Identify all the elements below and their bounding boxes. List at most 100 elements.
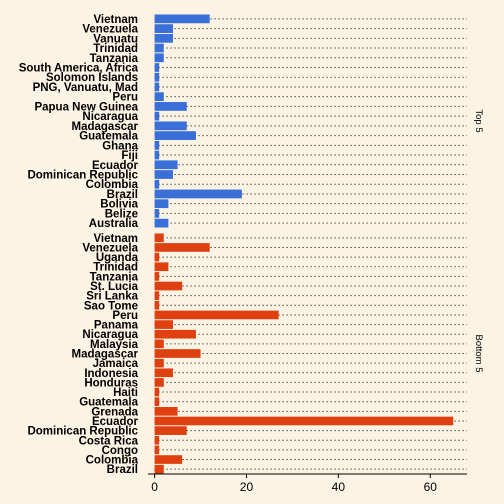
category-label: Dominican Republic — [27, 170, 138, 182]
bar — [154, 397, 160, 407]
bar — [154, 24, 173, 33]
bar — [154, 150, 160, 160]
bar — [154, 170, 173, 179]
category-label: PNG, Vanuatu, Mad — [33, 82, 138, 94]
category-label: Madagascar — [72, 121, 139, 133]
bar — [154, 387, 160, 397]
bar — [154, 82, 160, 92]
bar — [154, 179, 160, 189]
bar — [154, 329, 196, 339]
bar — [154, 358, 164, 368]
bar — [154, 199, 169, 209]
bar — [154, 92, 164, 102]
category-label: Colombia — [86, 179, 139, 191]
category-label: Peru — [112, 310, 138, 322]
bar — [154, 445, 160, 455]
bar — [154, 160, 178, 170]
category-label: Vanuatu — [93, 33, 138, 45]
bar — [154, 33, 173, 43]
category-label: Honduras — [84, 377, 138, 389]
x-tick-label: 60 — [424, 480, 438, 494]
x-tick-label: 40 — [332, 480, 346, 494]
bar — [154, 300, 160, 310]
bar — [154, 339, 164, 349]
category-label: Dominican Republic — [27, 426, 138, 438]
bar — [154, 14, 210, 24]
bar — [154, 243, 210, 252]
category-label: Jamaica — [93, 358, 139, 370]
category-label: Indonesia — [84, 368, 138, 380]
category-label: Malaysia — [90, 339, 139, 351]
category-label: Haiti — [113, 387, 138, 399]
category-label: Colombia — [86, 455, 139, 467]
category-label: Nicaragua — [82, 329, 138, 341]
x-tick-label: 20 — [240, 480, 254, 494]
bar — [154, 349, 201, 358]
category-label: Ecuador — [92, 416, 139, 428]
category-label: Trinidad — [93, 43, 138, 55]
bar — [154, 310, 279, 320]
category-label: Sri Lanka — [86, 291, 138, 303]
bar — [154, 320, 173, 329]
bar — [154, 121, 187, 131]
panel-label: Bottom 5 — [473, 334, 484, 372]
bar — [154, 43, 164, 53]
bar — [154, 291, 160, 300]
bar — [154, 281, 183, 291]
bar — [154, 233, 164, 243]
bar — [154, 72, 160, 82]
category-label: Congo — [102, 445, 138, 457]
bar — [154, 131, 196, 140]
bar — [154, 416, 454, 426]
category-label: Fiji — [121, 150, 138, 162]
bar — [154, 218, 169, 228]
category-label: Tanzania — [90, 271, 139, 283]
bar — [154, 140, 160, 150]
bar — [154, 111, 160, 121]
category-label: Brazil — [107, 464, 138, 476]
bar — [154, 102, 187, 111]
category-label: St. Lucia — [90, 281, 139, 293]
bar — [154, 209, 160, 218]
category-label: Ghana — [102, 140, 138, 152]
category-label: Solomon Islands — [46, 72, 138, 84]
category-label: Venezuela — [82, 24, 138, 36]
bar — [154, 252, 160, 262]
bar — [154, 272, 160, 281]
category-label: Tanzania — [90, 53, 139, 65]
bar — [154, 63, 160, 72]
bar — [154, 53, 164, 63]
bar — [154, 368, 173, 378]
category-label: South America, Africa — [19, 63, 139, 75]
category-label: Panama — [94, 320, 139, 332]
x-axis: 0 20 40 60 — [148, 473, 467, 494]
category-label: Grenada — [91, 406, 138, 418]
category-label: Papua New Guinea — [34, 101, 138, 113]
category-label: Trinidad — [93, 262, 138, 274]
category-label: Costa Rica — [79, 435, 139, 447]
category-label: Brazil — [107, 189, 138, 201]
category-label: Uganda — [96, 252, 139, 264]
category-label: Peru — [112, 92, 138, 104]
category-label: Vietnam — [93, 14, 138, 26]
bar — [154, 407, 178, 416]
category-label: Guatemala — [79, 131, 138, 143]
category-label: Venezuela — [82, 242, 138, 254]
bar — [154, 464, 164, 474]
category-label: Sao Tome — [84, 300, 138, 312]
x-tick-label: 0 — [151, 480, 158, 494]
category-label: Guatemala — [79, 397, 138, 409]
bar — [154, 189, 242, 199]
bar — [154, 435, 160, 445]
bar — [154, 426, 187, 435]
panel-label: Top 5 — [473, 109, 484, 132]
bar — [154, 455, 183, 464]
category-label: Ecuador — [92, 160, 139, 172]
panel-bottom-5: VietnamVenezuelaUgandaTrinidadTanzaniaSt… — [27, 233, 484, 476]
panel-top-5: VietnamVenezuelaVanuatuTrinidadTanzaniaS… — [19, 14, 484, 230]
chart-panels: VietnamVenezuelaVanuatuTrinidadTanzaniaS… — [19, 14, 484, 476]
bar — [154, 378, 164, 387]
category-label: Belize — [105, 208, 138, 220]
category-label: Madagascar — [72, 349, 139, 361]
